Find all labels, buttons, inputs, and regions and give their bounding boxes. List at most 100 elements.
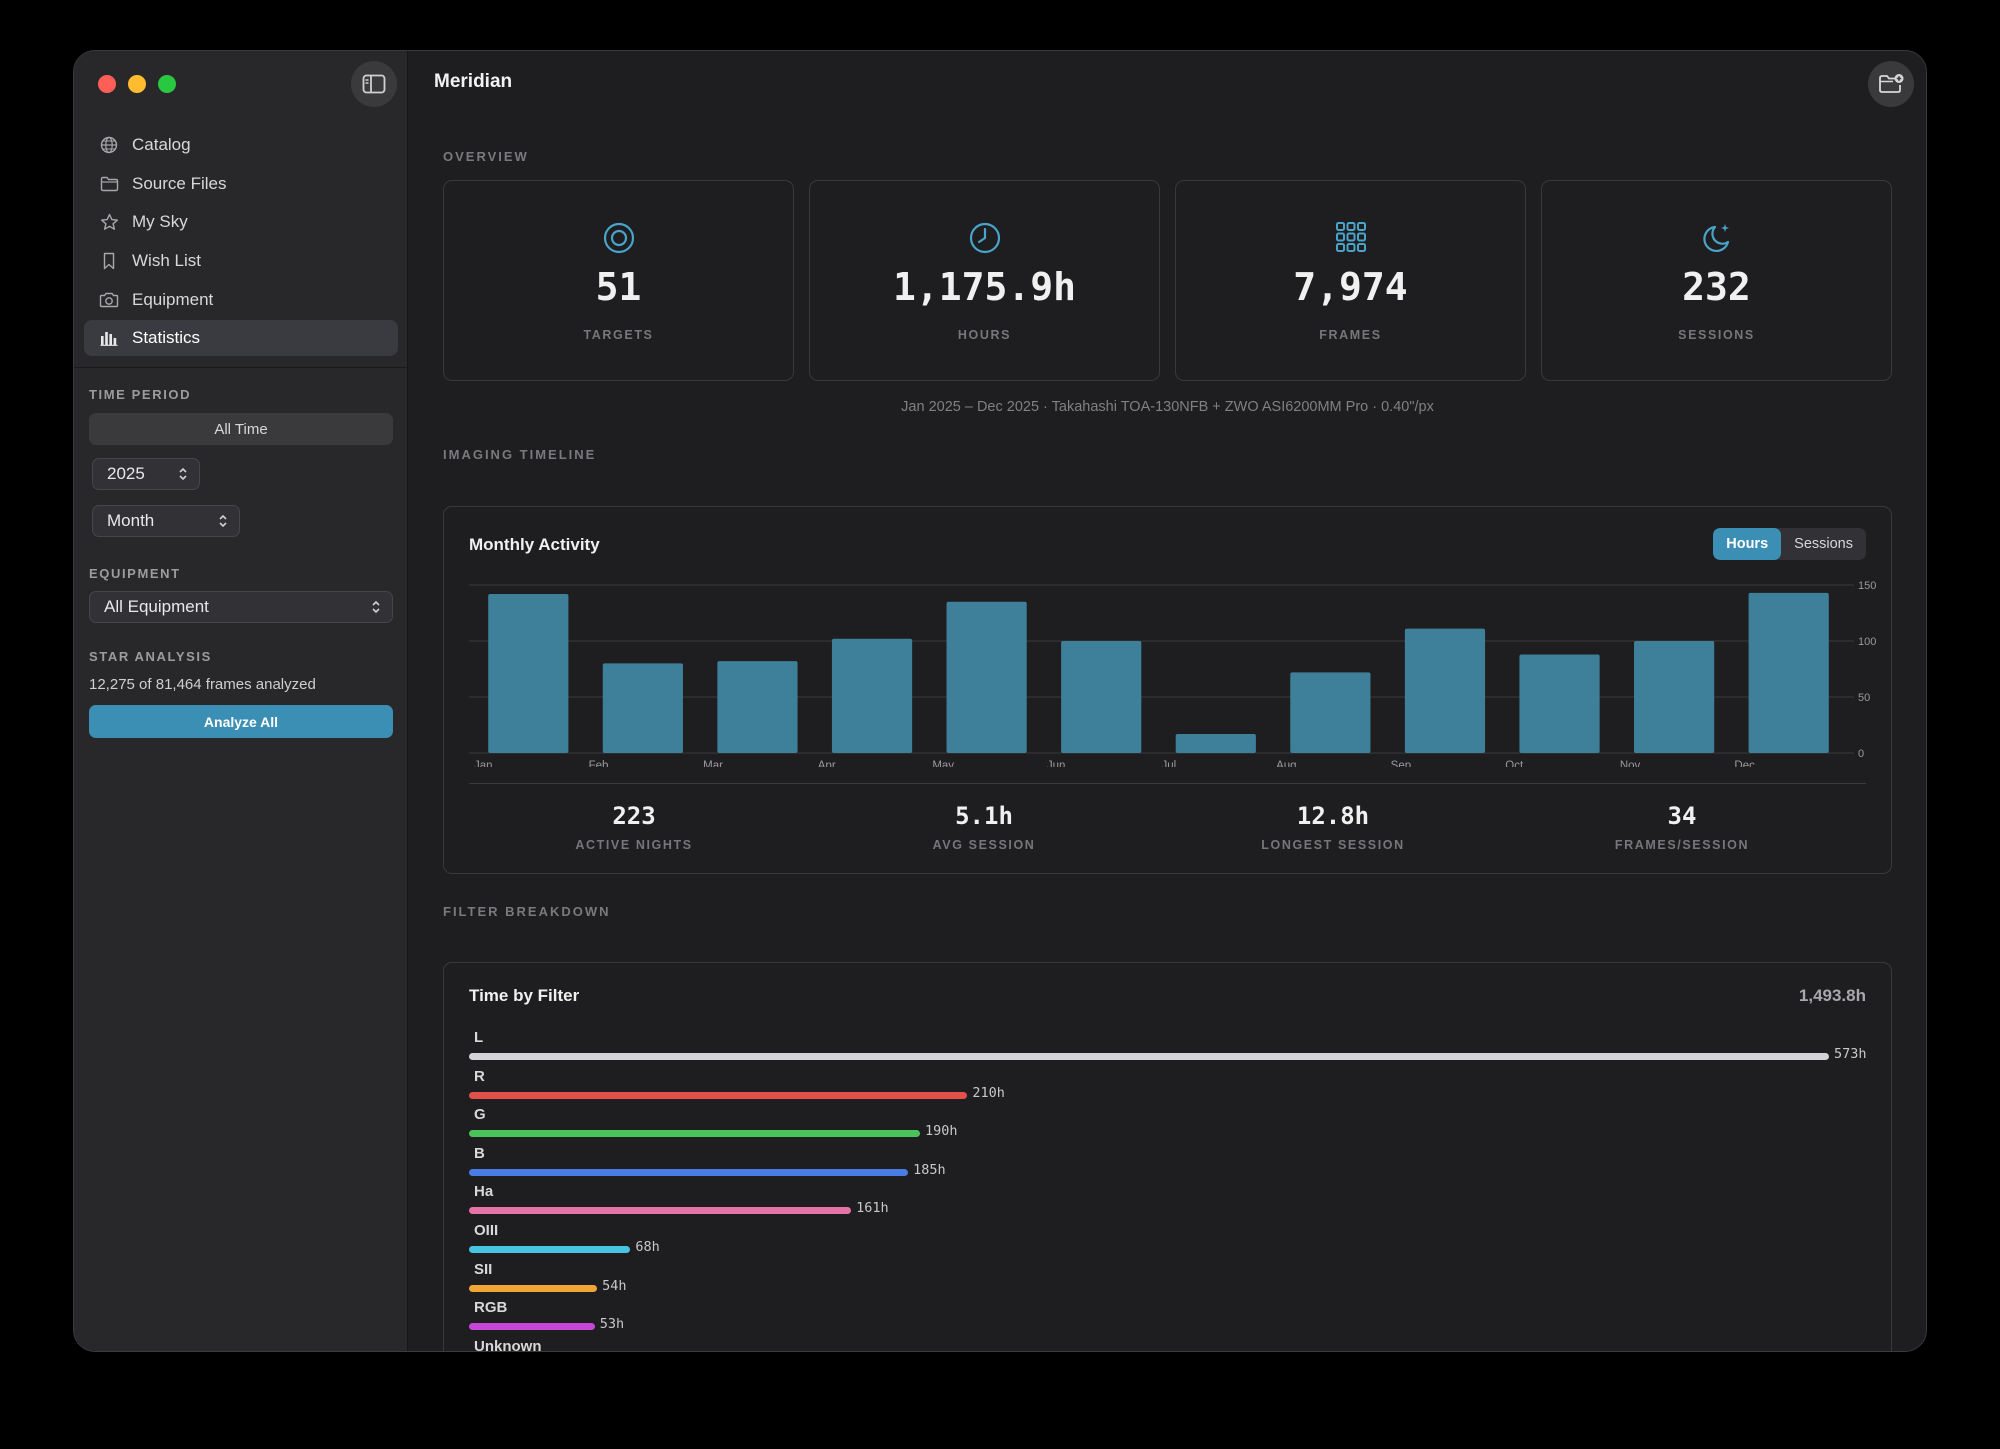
minimize-window-button[interactable]	[128, 75, 146, 93]
filter-bar	[469, 1053, 1829, 1060]
chart-divider	[469, 783, 1866, 784]
bar-dec[interactable]	[1748, 592, 1829, 753]
sidebar: Catalog Source Files My Sky Wish List Eq…	[74, 51, 408, 1351]
longest-session-stat: 12.8h LONGEST SESSION	[1158, 802, 1508, 852]
sidebar-item-source-files[interactable]: Source Files	[84, 166, 398, 202]
sidebar-divider	[74, 367, 408, 368]
x-tick-label: Mar	[703, 760, 723, 767]
sessions-card: 232 SESSIONS	[1541, 180, 1892, 381]
zoom-window-button[interactable]	[158, 75, 176, 93]
sidebar-item-equipment[interactable]: Equipment	[84, 282, 398, 318]
sessions-toggle-button[interactable]: Sessions	[1794, 536, 1853, 552]
analyze-all-button[interactable]: Analyze All	[89, 705, 393, 738]
hours-card: 1,175.9h HOURS	[809, 180, 1160, 381]
star-icon	[98, 211, 120, 233]
x-tick-label: Oct	[1505, 760, 1524, 767]
filter-value: 54h	[602, 1277, 627, 1294]
bar-oct[interactable]	[1519, 654, 1600, 753]
filter-row-b: B 185h	[469, 1145, 1866, 1184]
bar-jul[interactable]	[1175, 733, 1256, 753]
filter-row-r: R 210h	[469, 1068, 1866, 1107]
filter-bar	[469, 1323, 595, 1331]
camera-icon	[98, 289, 120, 311]
time-by-filter-title: Time by Filter	[469, 986, 580, 1005]
star-analysis-label: STAR ANALYSIS	[89, 649, 212, 664]
bar-may[interactable]	[946, 601, 1027, 753]
monthly-activity-chart: 0 50 100 150 Jan Feb Mar Apr May Jun Jul Aug Sep Oct N…	[469, 580, 1876, 767]
sidebar-item-my-sky[interactable]: My Sky	[84, 204, 398, 240]
filter-value: 68h	[635, 1239, 660, 1255]
sidebar-icon	[362, 74, 386, 94]
longest-session-value: 12.8h	[1296, 802, 1370, 830]
y-tick-label: 100	[1858, 636, 1876, 648]
granularity-select[interactable]: Month	[92, 505, 240, 537]
bookmark-icon	[98, 250, 120, 272]
filter-value: 161h	[856, 1200, 889, 1217]
x-tick-label: Apr	[818, 760, 836, 767]
bar-nov[interactable]	[1634, 641, 1715, 753]
filter-row-ha: Ha 161h	[469, 1183, 1866, 1222]
imaging-timeline-label: IMAGING TIMELINE	[443, 447, 597, 462]
filter-bar	[469, 1207, 852, 1215]
chevron-updown-icon	[179, 467, 187, 481]
frames-session-value: 34	[1667, 802, 1697, 830]
x-tick-label: Jun	[1047, 760, 1066, 767]
filter-value: 190h	[924, 1123, 958, 1140]
filter-name: G	[474, 1106, 486, 1124]
chevron-updown-icon	[372, 600, 380, 614]
star-analysis-progress: 12,275 of 81,464 frames analyzed	[89, 676, 316, 693]
y-tick-label: 50	[1858, 692, 1870, 704]
sessions-label: SESSIONS	[1678, 328, 1755, 342]
frames-session-label: FRAMES/SESSION	[1614, 838, 1750, 852]
main-content: Meridian OVERVIEW 51 TARGETS 1,175.9h HO…	[408, 51, 1926, 1351]
frames-label: FRAMES	[1319, 328, 1382, 342]
chevron-updown-icon	[219, 514, 227, 528]
y-tick-label: 150	[1858, 580, 1876, 592]
sidebar-item-label: Source Files	[132, 173, 227, 193]
sidebar-item-statistics[interactable]: Statistics	[84, 320, 398, 357]
year-select-value: 2025	[107, 464, 145, 483]
all-time-button[interactable]: All Time	[89, 413, 393, 445]
bar-feb[interactable]	[602, 663, 683, 753]
filter-bar	[469, 1246, 631, 1253]
filter-bar	[469, 1168, 909, 1176]
folder-icon	[98, 173, 120, 195]
bar-mar[interactable]	[717, 661, 798, 753]
sidebar-item-label: My Sky	[132, 212, 188, 232]
filter-value: 185h	[913, 1161, 946, 1178]
add-folder-button[interactable]	[1868, 61, 1914, 107]
avg-session-stat: 5.1h AVG SESSION	[809, 802, 1159, 852]
bar-aug[interactable]	[1290, 672, 1371, 753]
bar-jan[interactable]	[488, 593, 569, 753]
sidebar-item-catalog[interactable]: Catalog	[84, 127, 398, 163]
x-tick-label: Sep	[1391, 760, 1411, 767]
sidebar-item-wish-list[interactable]: Wish List	[84, 243, 398, 279]
bar-apr[interactable]	[831, 638, 913, 753]
bar-chart-icon	[98, 327, 120, 349]
close-window-button[interactable]	[98, 75, 116, 93]
filter-bar	[469, 1284, 598, 1292]
equipment-select-value: All Equipment	[104, 597, 209, 616]
hours-toggle-button[interactable]: Hours	[1713, 528, 1782, 560]
avg-session-value: 5.1h	[955, 802, 1013, 830]
time-by-filter-panel: Time by Filter 1,493.8h L 573h R 210h G 190h B…	[443, 962, 1892, 1351]
filter-total: 1,493.8h	[1798, 986, 1866, 1005]
sidebar-toggle-button[interactable]	[351, 61, 397, 107]
x-tick-label: Feb	[589, 760, 609, 767]
active-nights-stat: 223 ACTIVE NIGHTS	[459, 802, 809, 852]
bar-jun[interactable]	[1061, 641, 1142, 753]
filter-name: Ha	[474, 1183, 494, 1201]
x-tick-label: Jan	[474, 760, 493, 767]
hours-value: 1,175.9h	[892, 265, 1077, 309]
filter-name: B	[474, 1144, 485, 1162]
year-select[interactable]: 2025	[92, 458, 200, 490]
equipment-select[interactable]: All Equipment	[89, 591, 393, 623]
active-nights-label: ACTIVE NIGHTS	[575, 838, 693, 852]
hours-label: HOURS	[957, 328, 1012, 342]
x-tick-label: Jul	[1162, 760, 1177, 767]
filter-breakdown-label: FILTER BREAKDOWN	[443, 904, 611, 919]
sidebar-item-label: Catalog	[132, 135, 191, 154]
targets-card: 51 TARGETS	[443, 180, 794, 381]
targets-label: TARGETS	[583, 328, 654, 342]
bar-sep[interactable]	[1404, 628, 1486, 753]
